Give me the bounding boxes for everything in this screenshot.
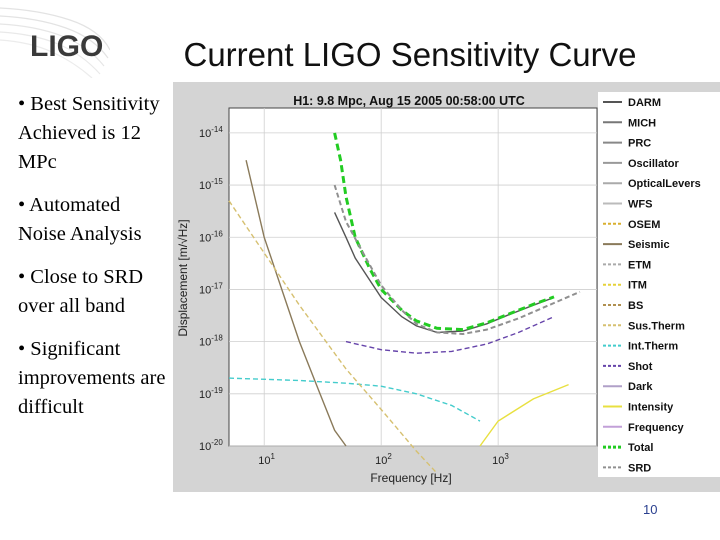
- legend-label: Frequency: [628, 422, 685, 434]
- legend: DARM MICH PRC Oscillator OpticalLevers WFS OSE…: [603, 97, 701, 474]
- y-tick-label: 10-20: [199, 438, 223, 453]
- y-tick-label: 10-17: [199, 281, 223, 296]
- ligo-logo: LIGO: [0, 0, 111, 79]
- legend-label: BS: [628, 300, 643, 312]
- x-tick-label: 101: [258, 452, 275, 467]
- bullet-sensitivity: • Best Sensitivity Achieved is 12 MPc: [18, 93, 160, 173]
- logo-text: LIGO: [30, 30, 103, 63]
- legend-label: MICH: [628, 117, 656, 129]
- sensitivity-figure: 10-14 10-15 10-16 10-17 10-18 10-19 10-20 101 1…: [173, 82, 720, 492]
- page-number: 10: [643, 502, 658, 517]
- legend-label: WFS: [628, 199, 652, 211]
- plot-area: [228, 107, 598, 447]
- slide-title: Current LIGO Sensitivity Curve: [183, 36, 637, 73]
- legend-label: Sus.Therm: [628, 320, 685, 332]
- y-tick-label: 10-15: [199, 177, 223, 192]
- legend-label: Total: [628, 442, 653, 454]
- series-srd: [333, 184, 581, 336]
- y-tick-label: 10-19: [199, 386, 223, 401]
- y-tick-label: 10-14: [199, 125, 223, 140]
- bullet-improvements: • Significant improvements are difficult: [18, 338, 166, 418]
- legend-label: OSEM: [628, 219, 660, 231]
- y-axis-label: Displacement [m/√Hz]: [176, 219, 190, 336]
- legend-label: OpticalLevers: [628, 178, 701, 190]
- bullet-srd: • Close to SRD over all band: [18, 266, 144, 317]
- x-tick-label: 102: [375, 452, 392, 467]
- y-tick-labels: 10-14 10-15 10-16 10-17 10-18 10-19 10-20: [199, 125, 223, 453]
- series-seismic: [245, 160, 347, 447]
- legend-label: Seismic: [628, 239, 670, 251]
- y-tick-label: 10-16: [199, 229, 223, 244]
- x-tick-label: 103: [492, 452, 509, 467]
- series-layer: [228, 132, 581, 474]
- legend-box: [598, 92, 720, 477]
- bullet-noise-analysis: • Automated Noise Analysis: [18, 194, 142, 245]
- legend-label: ETM: [628, 259, 651, 271]
- bullet-list: • Best Sensitivity Achieved is 12 MPc • …: [18, 90, 168, 436]
- legend-label: SRD: [628, 462, 651, 474]
- x-tick-labels: 101 102 103: [258, 452, 509, 467]
- y-tick-label: 10-18: [199, 334, 223, 349]
- series-total: [333, 132, 555, 332]
- ligo-logo-graphic: LIGO: [0, 7, 111, 79]
- chart-title: H1: 9.8 Mpc, Aug 15 2005 00:58:00 UTC: [293, 94, 525, 108]
- legend-label: Dark: [628, 381, 653, 393]
- legend-label: PRC: [628, 138, 651, 150]
- series-sus-therm: [228, 200, 438, 474]
- legend-label: Intensity: [628, 402, 674, 414]
- series-int-therm: [228, 377, 481, 422]
- legend-label: ITM: [628, 280, 647, 292]
- legend-label: DARM: [628, 97, 661, 109]
- legend-label: Shot: [628, 361, 653, 373]
- legend-label: Oscillator: [628, 158, 679, 170]
- x-axis-label: Frequency [Hz]: [370, 471, 451, 485]
- series-darm: [333, 212, 555, 334]
- series-intensity: [479, 383, 569, 447]
- legend-label: Int.Therm: [628, 341, 678, 353]
- series-shot: [345, 316, 555, 354]
